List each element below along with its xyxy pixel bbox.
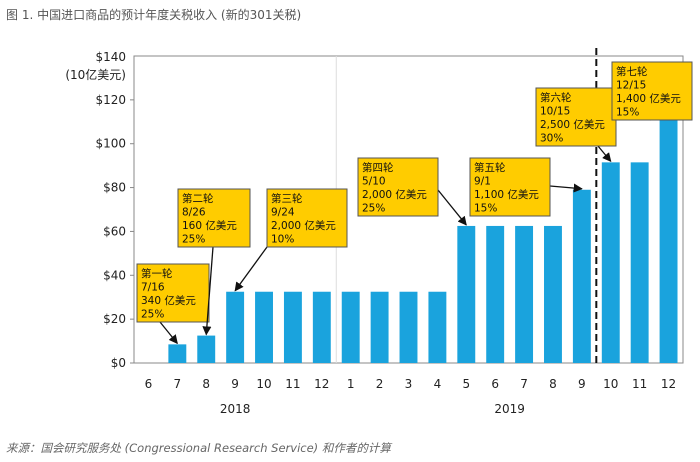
y-tick-label: $60 bbox=[103, 224, 126, 238]
y-tick-label: $20 bbox=[103, 312, 126, 326]
annotation-arrow bbox=[234, 246, 268, 292]
x-tick-label: 6 bbox=[491, 377, 499, 391]
year-label: 2019 bbox=[494, 402, 525, 416]
y-tick-label: $120 bbox=[95, 93, 126, 107]
annotation-arrow bbox=[159, 321, 178, 345]
annotation-box bbox=[357, 157, 439, 217]
x-tick-label: 2 bbox=[376, 377, 384, 391]
x-tick-label: 9 bbox=[578, 377, 586, 391]
annotation-text: 2,000 亿美元 bbox=[271, 219, 336, 232]
annotation-text: 5/10 bbox=[362, 176, 386, 188]
annotation-text: 8/26 bbox=[182, 207, 206, 219]
bar bbox=[601, 162, 620, 363]
annotation-text: 10/15 bbox=[540, 106, 570, 118]
annotation-text: 第二轮 bbox=[182, 192, 214, 205]
bar bbox=[486, 225, 505, 363]
annotation-text: 30% bbox=[540, 133, 563, 145]
annotation-text: 25% bbox=[141, 309, 164, 321]
bar bbox=[168, 344, 187, 363]
bar bbox=[312, 291, 331, 363]
x-tick-label: 1 bbox=[347, 377, 355, 391]
annotation-arrow bbox=[549, 183, 583, 193]
annotation-text: 2,500 亿美元 bbox=[540, 118, 605, 131]
x-tick-label: 11 bbox=[632, 377, 647, 391]
x-tick-label: 5 bbox=[462, 377, 470, 391]
annotation-text: 25% bbox=[362, 203, 385, 215]
y-axis-label-top: $140 bbox=[95, 50, 126, 64]
bar-layer bbox=[168, 113, 678, 363]
annotation-box bbox=[266, 188, 348, 248]
bar bbox=[370, 291, 389, 363]
x-tick-label: 7 bbox=[520, 377, 528, 391]
x-tick-label: 10 bbox=[256, 377, 271, 391]
annotation-box bbox=[611, 61, 693, 121]
annotation-text: 2,000 亿美元 bbox=[362, 188, 427, 201]
annotation-text: 第三轮 bbox=[271, 192, 303, 205]
annotation-text: 第七轮 bbox=[616, 65, 648, 78]
annotation-text: 12/15 bbox=[616, 80, 646, 92]
bar bbox=[283, 291, 302, 363]
annotation-box bbox=[469, 157, 551, 217]
bar bbox=[544, 225, 562, 363]
x-tick-label: 11 bbox=[285, 377, 300, 391]
annotation-text: 10% bbox=[271, 234, 294, 246]
annotation-text: 340 亿美元 bbox=[141, 294, 196, 307]
bar bbox=[197, 335, 216, 363]
x-tick-label: 6 bbox=[145, 377, 153, 391]
bar bbox=[659, 113, 678, 363]
annotation-arrow bbox=[437, 189, 467, 226]
y-tick-label: $0 bbox=[111, 356, 126, 370]
annotation-text: 第一轮 bbox=[141, 267, 173, 280]
year-label: 2018 bbox=[220, 402, 251, 416]
chart-title: 图 1. 中国进口商品的预计年度关税收入 (新的301关税) bbox=[6, 8, 302, 22]
y-axis-label-unit: (10亿美元) bbox=[65, 67, 126, 82]
bar bbox=[399, 291, 418, 363]
annotation-text: 9/1 bbox=[474, 176, 491, 188]
annotation-text: 第四轮 bbox=[362, 161, 394, 174]
bar bbox=[255, 291, 273, 363]
x-tick-label: 9 bbox=[231, 377, 239, 391]
annotation-box bbox=[136, 263, 210, 323]
bar bbox=[515, 225, 534, 363]
annotation-text: 15% bbox=[474, 203, 497, 215]
annotation-arrow bbox=[202, 246, 214, 336]
axis-layer: $0 $20 $40 $60 $80 $100 $120 $140 (10亿美元) 6 7 8 9 10 1… bbox=[65, 48, 676, 416]
annotation-text: 第六轮 bbox=[540, 91, 572, 104]
annotation-text: 25% bbox=[182, 234, 205, 246]
bar bbox=[630, 162, 649, 363]
annotation-text: 15% bbox=[616, 107, 639, 119]
y-tick-label: $100 bbox=[95, 137, 126, 151]
annotation-box bbox=[177, 188, 251, 248]
bar bbox=[428, 291, 447, 363]
x-tick-label: 8 bbox=[549, 377, 557, 391]
annotation-text: 7/16 bbox=[141, 282, 165, 294]
bar bbox=[572, 189, 591, 363]
x-tick-label: 3 bbox=[405, 377, 413, 391]
x-tick-label: 10 bbox=[603, 377, 618, 391]
x-tick-label: 12 bbox=[314, 377, 329, 391]
annotation-arrow bbox=[597, 145, 612, 163]
x-tick-label: 8 bbox=[202, 377, 210, 391]
bar bbox=[341, 291, 360, 363]
x-tick-label: 12 bbox=[661, 377, 676, 391]
source-note: 来源：国会研究服务处 (Congressional Research Servi… bbox=[6, 441, 391, 455]
annotation-text: 9/24 bbox=[271, 207, 295, 219]
x-tick-label: 7 bbox=[174, 377, 182, 391]
x-tick-label: 4 bbox=[434, 377, 442, 391]
annotation-text: 第五轮 bbox=[474, 161, 506, 174]
annotation-text: 160 亿美元 bbox=[182, 219, 237, 232]
bar bbox=[226, 291, 245, 363]
bar bbox=[457, 225, 476, 363]
annotation-text: 1,100 亿美元 bbox=[474, 188, 539, 201]
annotation-text: 1,400 亿美元 bbox=[616, 92, 681, 105]
y-tick-label: $40 bbox=[103, 268, 126, 282]
y-tick-label: $80 bbox=[103, 181, 126, 195]
